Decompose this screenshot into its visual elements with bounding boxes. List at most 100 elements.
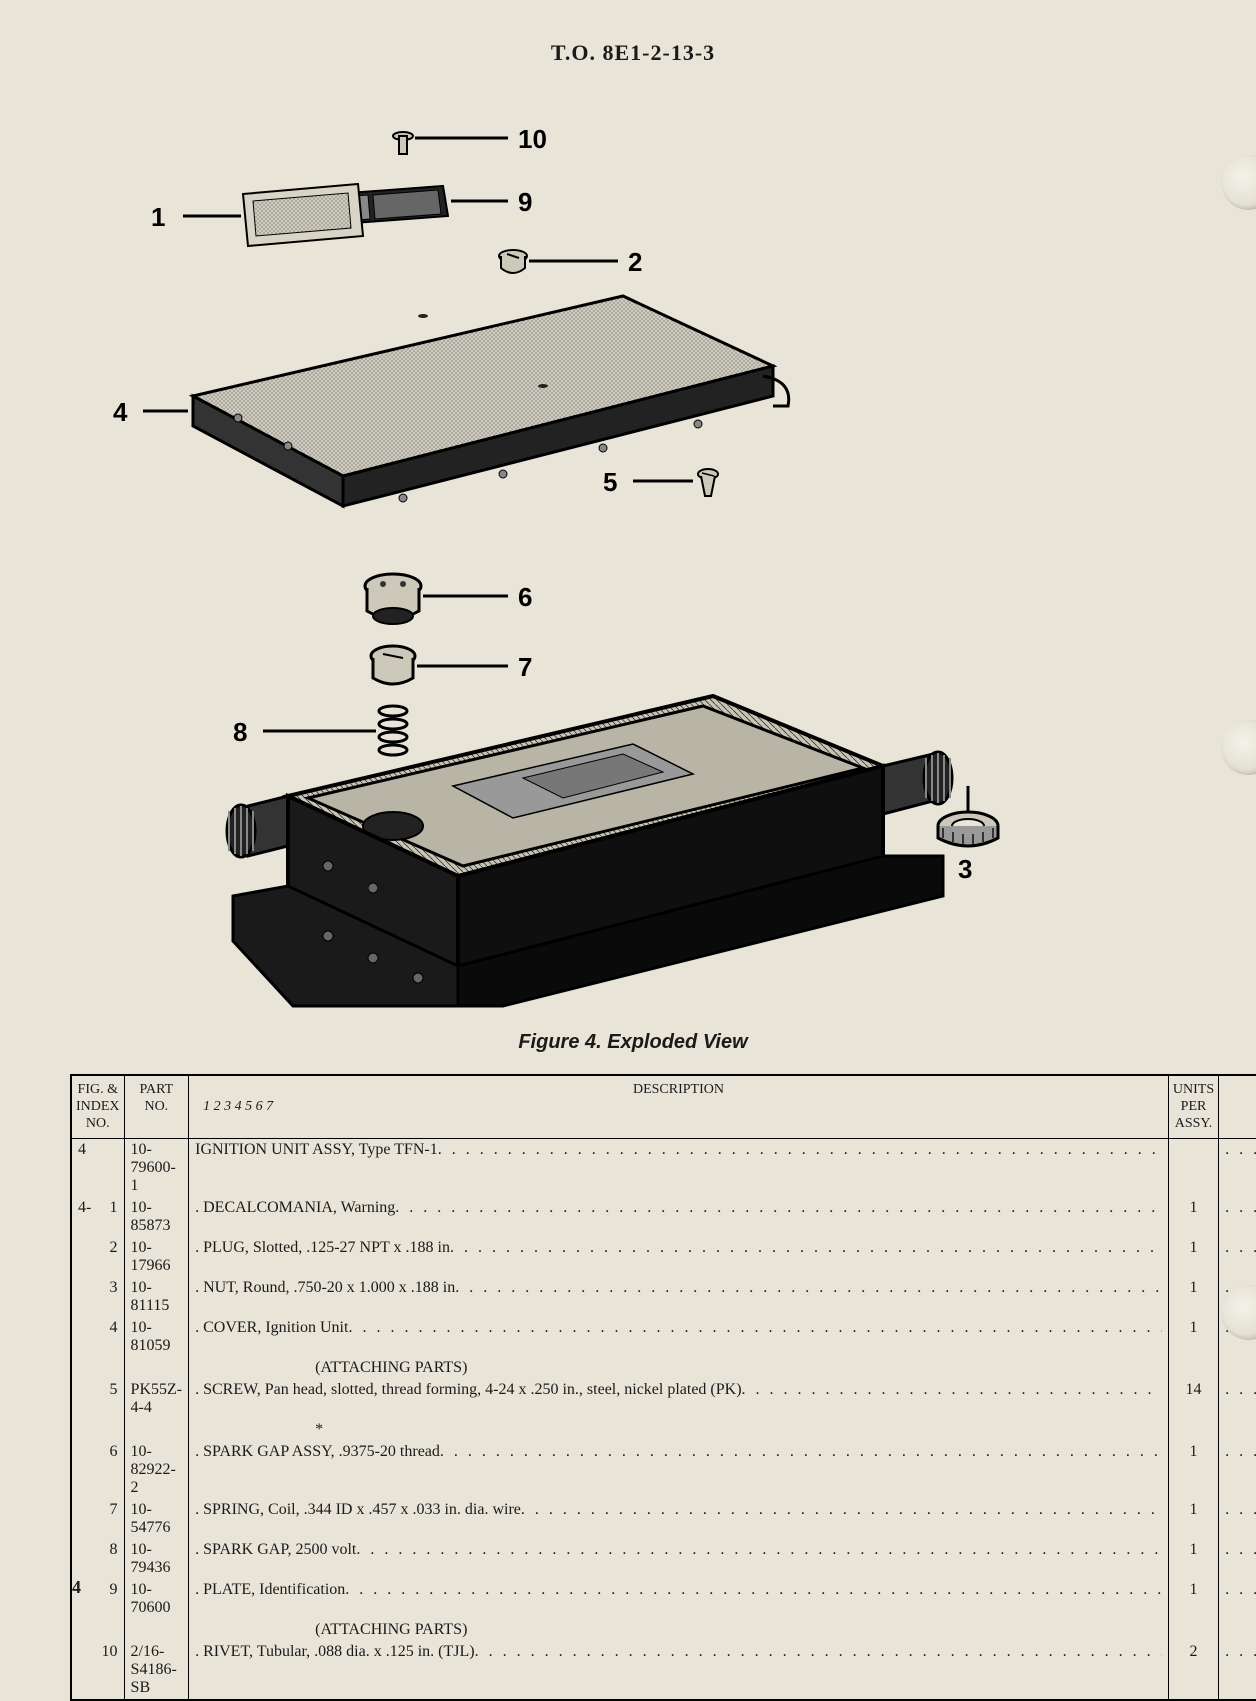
cell-part: 10-81115 xyxy=(124,1277,189,1317)
callout-2: 2 xyxy=(628,247,642,277)
callout-1: 1 xyxy=(151,202,165,232)
part-8-spring xyxy=(263,706,407,755)
cell-figindex: 2 xyxy=(71,1237,124,1277)
figure-caption: Figure 4. Exploded View xyxy=(70,1031,1196,1054)
callout-10: 10 xyxy=(518,124,547,154)
cell-desc: . SPARK GAP ASSY, .9375-20 thread . . . … xyxy=(189,1441,1169,1499)
exploded-view-diagram: 10 9 1 2 xyxy=(70,86,1196,1016)
table-row: 910-70600. PLATE, Identification . . . .… xyxy=(71,1579,1256,1619)
th-part: PART NO. xyxy=(124,1075,189,1139)
cell-figindex xyxy=(71,1357,124,1379)
housing-body xyxy=(227,696,952,1006)
cell-part: 10-54776 xyxy=(124,1499,189,1539)
cell-desc: . DECALCOMANIA, Warning . . . . . . . . … xyxy=(189,1197,1169,1237)
cell-units xyxy=(1168,1139,1218,1198)
part-10-rivet xyxy=(393,132,508,154)
table-row: 210-17966. PLUG, Slotted, .125-27 NPT x … xyxy=(71,1237,1256,1277)
part-2-plug xyxy=(499,250,618,273)
part-5-screw xyxy=(633,469,718,496)
diagram-svg: 10 9 1 2 xyxy=(70,86,1196,1016)
cell-desc: (ATTACHING PARTS) xyxy=(189,1357,1169,1379)
cell-part: 10-82922-2 xyxy=(124,1441,189,1499)
cell-desc: IGNITION UNIT ASSY, Type TFN-1 . . . . .… xyxy=(189,1139,1169,1198)
parts-table: FIG. & INDEX NO. PART NO. DESCRIPTION 1 … xyxy=(70,1074,1256,1701)
cell-source: . . . . . . . . . . . . xyxy=(1219,1197,1256,1237)
cell-figindex: 6 xyxy=(71,1441,124,1499)
cell-units: 1 xyxy=(1168,1499,1218,1539)
cell-source: . . . . . . . . . . . . xyxy=(1219,1499,1256,1539)
cell-figindex: 8 xyxy=(71,1539,124,1579)
callout-4: 4 xyxy=(113,397,128,427)
cell-figindex xyxy=(71,1619,124,1641)
table-row: 810-79436. SPARK GAP, 2500 volt . . . . … xyxy=(71,1539,1256,1579)
cell-part: 10-79600-1 xyxy=(124,1139,189,1198)
cell-part: 2/16-S4186-SB xyxy=(124,1641,189,1700)
table-row: 102/16-S4186-SB. RIVET, Tubular, .088 di… xyxy=(71,1641,1256,1700)
cell-part: 10-17966 xyxy=(124,1237,189,1277)
cell-desc: * xyxy=(189,1419,1169,1441)
part-7-cap xyxy=(371,646,508,684)
cell-source xyxy=(1219,1357,1256,1379)
part-1-decal xyxy=(183,184,363,246)
cell-part: PK55Z-4-4 xyxy=(124,1379,189,1419)
cell-part: 10-79436 xyxy=(124,1539,189,1579)
cell-units: 1 xyxy=(1168,1317,1218,1357)
cell-units: 1 xyxy=(1168,1539,1218,1579)
th-source: SOURCE CODE xyxy=(1219,1075,1256,1139)
doc-header: T.O. 8E1-2-13-3 xyxy=(70,40,1196,66)
cell-figindex: 3 xyxy=(71,1277,124,1317)
cell-desc: . PLUG, Slotted, .125-27 NPT x .188 in .… xyxy=(189,1237,1169,1277)
callout-5: 5 xyxy=(603,467,617,497)
cell-figindex: 10 xyxy=(71,1641,124,1700)
cell-desc: . COVER, Ignition Unit . . . . . . . . .… xyxy=(189,1317,1169,1357)
cell-source: . . . . . . . . . . . . xyxy=(1219,1539,1256,1579)
callout-8: 8 xyxy=(233,717,247,747)
page-number: 4 xyxy=(72,1577,81,1598)
cell-part xyxy=(124,1357,189,1379)
cell-figindex: 4-1 xyxy=(71,1197,124,1237)
table-body: 410-79600-1IGNITION UNIT ASSY, Type TFN-… xyxy=(71,1139,1256,1701)
cell-source: . . . . . . . . . . . . xyxy=(1219,1579,1256,1619)
table-row: 610-82922-2. SPARK GAP ASSY, .9375-20 th… xyxy=(71,1441,1256,1499)
cell-desc: . PLATE, Identification . . . . . . . . … xyxy=(189,1579,1169,1619)
part-4-cover xyxy=(143,296,789,506)
table-row: (ATTACHING PARTS) xyxy=(71,1619,1256,1641)
cell-figindex: 4 xyxy=(71,1317,124,1357)
table-row: 410-79600-1IGNITION UNIT ASSY, Type TFN-… xyxy=(71,1139,1256,1198)
table-row: 710-54776. SPRING, Coil, .344 ID x .457 … xyxy=(71,1499,1256,1539)
cell-figindex: 4 xyxy=(71,1139,124,1198)
table-row: 410-81059. COVER, Ignition Unit . . . . … xyxy=(71,1317,1256,1357)
cell-source: . . . . . . . . . . . . xyxy=(1219,1379,1256,1419)
cell-figindex: 5 xyxy=(71,1379,124,1419)
cell-desc: . SCREW, Pan head, slotted, thread formi… xyxy=(189,1379,1169,1419)
cell-part: 10-85873 xyxy=(124,1197,189,1237)
cell-units: 14 xyxy=(1168,1379,1218,1419)
cell-source: . . . . . . . . . . . . xyxy=(1219,1237,1256,1277)
cell-source: . . . . . . . . . . . . xyxy=(1219,1139,1256,1198)
table-row: 4-110-85873. DECALCOMANIA, Warning . . .… xyxy=(71,1197,1256,1237)
cell-units xyxy=(1168,1619,1218,1641)
cell-units: 1 xyxy=(1168,1237,1218,1277)
cell-source xyxy=(1219,1619,1256,1641)
cell-figindex: 7 xyxy=(71,1499,124,1539)
table-row: 310-81115. NUT, Round, .750-20 x 1.000 x… xyxy=(71,1277,1256,1317)
table-header-row: FIG. & INDEX NO. PART NO. DESCRIPTION 1 … xyxy=(71,1075,1256,1139)
cell-units: 1 xyxy=(1168,1197,1218,1237)
th-units: UNITS PER ASSY. xyxy=(1168,1075,1218,1139)
cell-part: 10-81059 xyxy=(124,1317,189,1357)
callout-7: 7 xyxy=(518,652,532,682)
cell-desc: . RIVET, Tubular, .088 dia. x .125 in. (… xyxy=(189,1641,1169,1700)
cell-source: . . . . . . . . . . . . xyxy=(1219,1641,1256,1700)
binder-hole xyxy=(1221,720,1256,775)
cell-part xyxy=(124,1419,189,1441)
cell-units: 1 xyxy=(1168,1277,1218,1317)
table-row: (ATTACHING PARTS) xyxy=(71,1357,1256,1379)
cell-units: 1 xyxy=(1168,1441,1218,1499)
cell-source: . . . . . . . . . . . . xyxy=(1219,1441,1256,1499)
cell-source xyxy=(1219,1419,1256,1441)
callout-6: 6 xyxy=(518,582,532,612)
part-6-sparkgap-assy xyxy=(365,574,508,624)
callout-3: 3 xyxy=(958,854,972,884)
table-row: * xyxy=(71,1419,1256,1441)
binder-hole xyxy=(1221,155,1256,210)
